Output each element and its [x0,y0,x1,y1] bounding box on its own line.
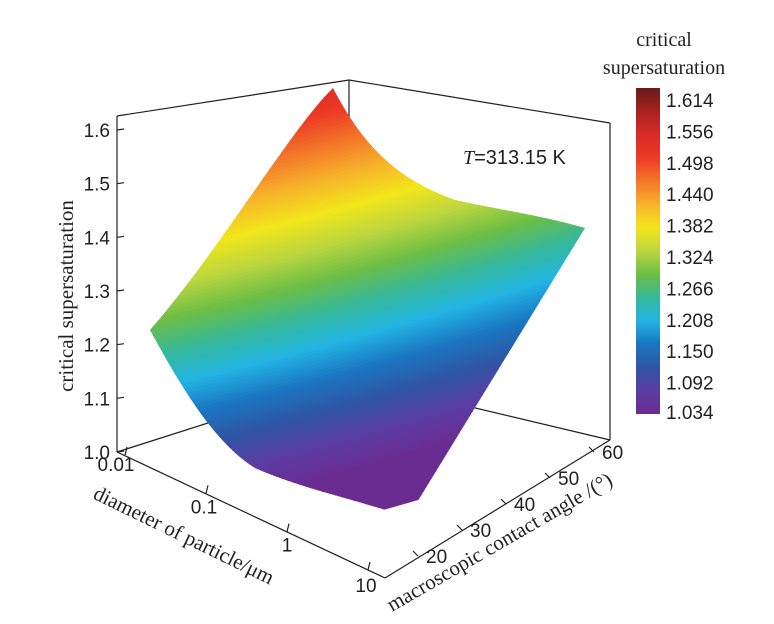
y-tick-mark [456,524,463,531]
z-axis: 1.0 1.1 1.2 1.3 1.4 1.5 1.6 [84,121,125,464]
temperature-annotation: T=313.15 K [463,147,567,169]
colorbar-tick-label: 1.150 [666,342,714,363]
top-right-edge [348,79,611,124]
surface-band [150,88,585,122]
surface-band [100,0,640,66]
surface-band [150,88,585,112]
surface-band [150,88,585,132]
surface-band [100,0,640,56]
surface-band [150,88,585,119]
z-tick-label: 1.3 [84,282,110,303]
y-tick-mark [588,446,595,453]
surface-band [150,88,585,108]
z-tick-mark [116,343,125,346]
surface-band [100,0,640,46]
x-tick-label: 0.01 [98,455,135,476]
surface-band [150,88,585,167]
y-tick-label: 20 [426,547,447,568]
surface-band [100,0,640,42]
y-axis-line [384,439,611,579]
surface-band [100,0,640,39]
surface-band [150,88,585,146]
x-axis-line [116,451,386,579]
x-tick-mark [205,485,209,494]
surface-band [100,0,640,49]
y-axis: 20 30 40 50 60 [412,443,623,568]
surface-band [150,88,585,160]
z-tick-mark [116,128,125,131]
x-axis-title: diameter of particle/μm [90,481,278,589]
z-axis-title: critical supersaturation [54,200,78,392]
y-tick-mark [500,498,507,505]
surface-band [100,0,640,70]
surface-band [100,0,640,59]
z-tick-label: 1.5 [84,175,110,196]
colorbar-tick-label: 1.266 [666,279,714,300]
colorbar-tick-label: 1.092 [666,374,714,395]
z-tick-label: 1.6 [84,121,110,142]
x-tick-label: 10 [355,576,376,597]
surface-band [150,88,585,95]
colorbar-tick-label: 1.382 [666,217,714,238]
surface-band [100,0,640,87]
surface-band [150,88,585,101]
colorbar-tick-label: 1.324 [666,248,714,269]
surface-band [100,0,640,80]
surface-band [100,0,640,35]
colorbar-tick-label: 1.614 [666,91,714,112]
colorbar-title-line2: supersaturation [603,57,725,79]
y-tick-label: 60 [602,443,623,464]
z-tick-label: 1.4 [84,228,111,249]
x-tick-label: 0.1 [191,497,217,518]
colorbar-gradient [636,88,660,414]
surface-band [150,88,585,98]
colorbar-tick-label: 1.498 [666,154,714,175]
surface-band [150,88,585,129]
y-tick-mark [412,550,419,557]
colorbar-tick-label: 1.034 [666,403,714,424]
surface-band [150,88,585,143]
y-tick-label: 30 [470,521,491,542]
x-tick-label: 1 [282,536,293,557]
y-tick-label: 50 [558,469,579,490]
colorbar: critical supersaturation 1.614 1.556 1.498… [603,29,725,424]
x-tick-mark [367,561,371,571]
surface-band [150,88,585,156]
z-tick-label: 1.0 [84,443,110,464]
surface-band [100,0,640,83]
colorbar-tick-label: 1.440 [666,185,714,206]
z-tick-mark [116,289,125,292]
x-tick-mark [286,523,290,532]
z-tick-mark [116,235,125,238]
y-tick-mark [544,472,551,479]
surface-band [100,0,640,63]
surface-band [150,88,585,153]
y-tick-label: 40 [514,495,535,516]
colorbar-title-line1: critical [636,29,692,51]
colorbar-tick-label: 1.208 [666,311,714,332]
surface-band [150,88,585,91]
surface-band [100,0,640,77]
z-tick-mark [116,396,125,399]
surface-band [100,0,640,53]
surface-band [150,88,585,149]
x-tick-mark [124,446,128,456]
top-left-edge [116,79,350,117]
surface-band [150,88,585,115]
x-axis: 0.01 0.1 1 10 [98,446,377,597]
z-tick-mark [116,450,125,453]
z-tick-label: 1.1 [84,389,110,410]
z-tick-label: 1.2 [84,336,110,357]
colorbar-tick-label: 1.556 [666,122,714,143]
z-tick-mark [116,182,125,185]
surface-band [150,88,585,105]
surface-band [150,88,585,139]
surface-band [100,0,640,73]
surface-band [150,88,585,163]
